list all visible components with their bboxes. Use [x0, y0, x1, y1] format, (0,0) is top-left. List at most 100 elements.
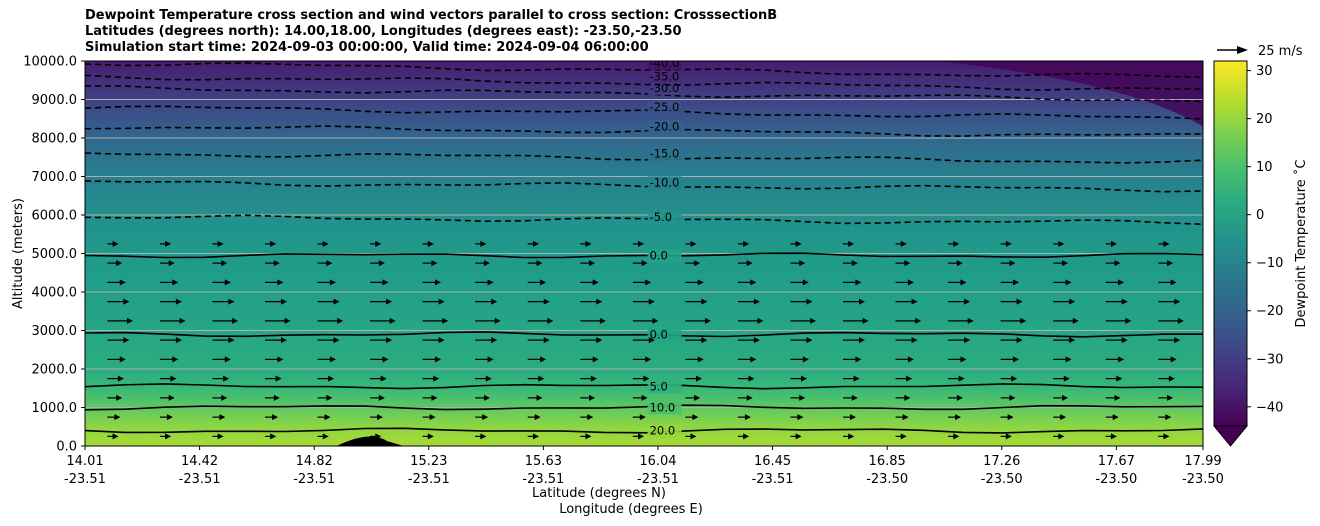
- wind-arrowhead: [1063, 375, 1070, 382]
- wind-arrowhead: [967, 317, 974, 324]
- wind-arrowhead: [746, 260, 753, 267]
- wind-arrowhead: [333, 337, 340, 344]
- contour-line: [85, 427, 1203, 434]
- contour-line: [85, 214, 1203, 226]
- wind-arrowhead: [224, 356, 231, 363]
- contour-label: -25.0: [650, 100, 680, 114]
- x-tick-label-lon: -23.51: [408, 472, 450, 487]
- wind-arrowhead: [589, 394, 596, 401]
- wind-arrowhead: [964, 337, 971, 344]
- wind-arrowhead: [1060, 414, 1067, 421]
- wind-arrowhead: [431, 260, 438, 267]
- wind-arrowhead: [797, 414, 804, 421]
- wind-arrowhead: [648, 298, 655, 305]
- wind-arrowhead: [1061, 394, 1068, 401]
- wind-arrowhead: [953, 240, 960, 247]
- wind-arrowhead: [175, 337, 182, 344]
- y-tick-label: 7000.0: [32, 170, 78, 185]
- wind-arrowhead: [1011, 375, 1018, 382]
- contour-label-bg: [647, 328, 682, 342]
- wind-arrowhead: [701, 337, 708, 344]
- wind-arrowhead: [536, 260, 543, 267]
- contour-label-bg: [647, 210, 682, 224]
- wind-arrowhead: [485, 375, 492, 382]
- contour-line: [85, 62, 1203, 78]
- y-tick-label: 2000.0: [32, 363, 78, 378]
- wind-arrowhead: [1118, 279, 1125, 286]
- wind-arrowhead: [217, 433, 224, 440]
- wind-arrowhead: [324, 414, 331, 421]
- dry-core-region: [934, 61, 1203, 127]
- wind-arrowhead: [806, 298, 813, 305]
- wind-arrowhead: [1177, 317, 1184, 324]
- wind-arrowhead: [326, 394, 333, 401]
- wind-arrowhead: [639, 414, 646, 421]
- wind-reference-arrowhead: [1237, 46, 1248, 54]
- x-tick-label-lat: 16.85: [869, 454, 906, 469]
- wind-arrowhead: [166, 414, 173, 421]
- wind-arrowhead: [328, 375, 335, 382]
- x-tick-label-lon: -23.51: [637, 472, 679, 487]
- x-tick-label-lat: 14.01: [66, 454, 103, 469]
- contour-line: [85, 331, 1203, 338]
- wind-arrowhead: [377, 414, 384, 421]
- wind-arrowhead: [592, 356, 599, 363]
- y-tick-label: 8000.0: [32, 132, 78, 147]
- wind-arrowhead: [217, 240, 224, 247]
- wind-arrowhead: [904, 260, 911, 267]
- wind-arrowhead: [219, 414, 226, 421]
- wind-arrowhead: [1013, 279, 1020, 286]
- wind-arrowhead: [380, 375, 387, 382]
- wind-arrowhead: [694, 260, 701, 267]
- wind-arrowhead: [547, 317, 554, 324]
- wind-arrowhead: [483, 260, 490, 267]
- wind-arrowhead: [487, 356, 494, 363]
- wind-arrowhead: [697, 356, 704, 363]
- wind-arrowhead: [859, 298, 866, 305]
- wind-arrowhead: [1013, 356, 1020, 363]
- wind-arrowhead: [280, 298, 287, 305]
- wind-arrowhead: [596, 337, 603, 344]
- wind-arrowhead: [585, 240, 592, 247]
- wind-arrowhead: [116, 260, 123, 267]
- y-tick-label: 1000.0: [32, 401, 78, 416]
- wind-arrowhead: [753, 298, 760, 305]
- wind-arrowhead: [1016, 337, 1023, 344]
- wind-arrowhead: [1174, 337, 1181, 344]
- wind-arrowhead: [538, 375, 545, 382]
- wind-arrowhead: [1114, 394, 1121, 401]
- wind-arrowhead: [1174, 298, 1181, 305]
- x-tick-label-lat: 16.04: [639, 454, 676, 469]
- wind-arrowhead: [532, 433, 539, 440]
- colorbar-tick-label: 20: [1256, 112, 1273, 127]
- wind-arrowhead: [1116, 375, 1123, 382]
- contour-line: [85, 404, 1203, 411]
- wind-arrowhead: [275, 375, 282, 382]
- wind-arrowhead: [850, 414, 857, 421]
- wind-arrowhead: [1020, 317, 1027, 324]
- wind-arrowhead: [753, 337, 760, 344]
- wind-arrowhead: [123, 298, 130, 305]
- y-tick-label: 6000.0: [32, 209, 78, 224]
- x-tick-label-lon: -23.50: [981, 472, 1023, 487]
- wind-arrowhead: [221, 260, 228, 267]
- x-tick-label-lat: 14.82: [296, 454, 333, 469]
- wind-arrowhead: [1170, 279, 1177, 286]
- wind-arrowhead: [1061, 260, 1068, 267]
- wind-arrowhead: [599, 317, 606, 324]
- wind-arrowhead: [1110, 240, 1117, 247]
- colorbar-tick-label: −40: [1256, 400, 1283, 415]
- wind-arrowhead: [375, 240, 382, 247]
- wind-arrowhead: [904, 394, 911, 401]
- wind-arrowhead: [638, 240, 645, 247]
- y-axis-label: Altitude (meters): [11, 198, 26, 309]
- wind-arrowhead: [1009, 260, 1016, 267]
- x-tick-label-lat: 17.67: [1098, 454, 1135, 469]
- title-line-2: Latitudes (degrees north): 14.00,18.00, …: [85, 24, 682, 39]
- wind-arrowhead: [806, 337, 813, 344]
- wind-arrowhead: [491, 337, 498, 344]
- wind-arrowhead: [1016, 298, 1023, 305]
- y-tick-label: 5000.0: [32, 247, 78, 262]
- wind-arrowhead: [271, 414, 278, 421]
